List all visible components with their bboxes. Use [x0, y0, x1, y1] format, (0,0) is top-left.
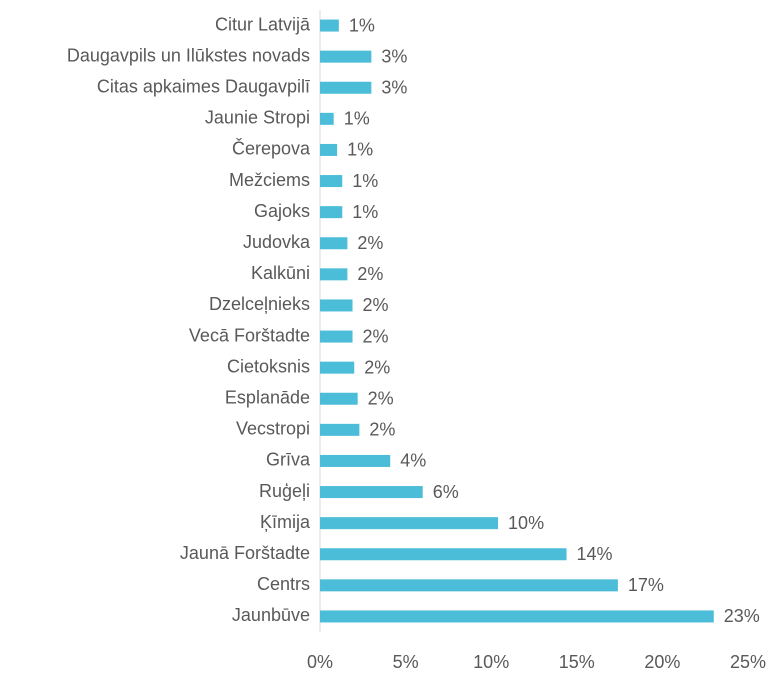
- value-label: 1%: [352, 171, 378, 191]
- y-tick-label: Ruģeļi: [259, 481, 310, 501]
- y-tick-label: Citas apkaimes Daugavpilī: [97, 77, 310, 97]
- bar: [320, 548, 567, 561]
- value-label: 23%: [724, 606, 760, 626]
- y-tick-label: Vecstropi: [236, 419, 310, 439]
- value-label: 2%: [357, 264, 383, 284]
- y-tick-label: Grīva: [266, 450, 311, 470]
- y-tick-label: Jaunā Forštadte: [180, 543, 310, 563]
- bar: [320, 206, 343, 219]
- y-tick-label: Esplanāde: [225, 388, 310, 408]
- bar: [320, 361, 355, 374]
- y-tick-label: Daugavpils un Ilūkstes novads: [67, 45, 310, 65]
- y-tick-label: Citur Latvijā: [215, 14, 311, 34]
- bar: [320, 19, 339, 32]
- x-tick-label: 0%: [307, 652, 333, 672]
- bar: [320, 517, 499, 530]
- y-tick-label: Jaunie Stropi: [205, 108, 310, 128]
- value-label: 17%: [628, 575, 664, 595]
- value-label: 14%: [577, 544, 613, 564]
- y-tick-label: Mežciems: [229, 170, 310, 190]
- value-label: 6%: [433, 482, 459, 502]
- bar: [320, 486, 423, 499]
- value-label: 2%: [368, 389, 394, 409]
- value-label: 2%: [363, 295, 389, 315]
- bar: [320, 423, 360, 436]
- bar: [320, 268, 348, 281]
- x-tick-label: 5%: [393, 652, 419, 672]
- y-tick-label: Čerepova: [232, 138, 311, 159]
- bar: [320, 454, 391, 467]
- value-label: 1%: [347, 140, 373, 160]
- y-tick-label: Centrs: [257, 574, 310, 594]
- bar: [320, 392, 358, 405]
- bar: [320, 81, 372, 94]
- bar: [320, 330, 353, 343]
- y-tick-label: Vecā Forštadte: [189, 325, 310, 345]
- value-label: 2%: [369, 420, 395, 440]
- x-tick-label: 15%: [559, 652, 595, 672]
- y-tick-label: Ķīmija: [260, 512, 311, 532]
- y-tick-label: Dzelceļnieks: [209, 294, 310, 314]
- value-label: 4%: [400, 451, 426, 471]
- value-label: 2%: [357, 233, 383, 253]
- bar: [320, 50, 372, 63]
- value-label: 2%: [363, 326, 389, 346]
- y-tick-label: Cietoksnis: [227, 356, 310, 376]
- value-label: 2%: [364, 357, 390, 377]
- value-label: 10%: [508, 513, 544, 533]
- x-tick-label: 20%: [644, 652, 680, 672]
- value-label: 1%: [344, 109, 370, 129]
- value-label: 3%: [381, 78, 407, 98]
- bar: [320, 579, 618, 592]
- bar: [320, 143, 338, 156]
- bar: [320, 175, 343, 188]
- y-tick-label: Kalkūni: [251, 263, 310, 283]
- bar: [320, 237, 348, 250]
- value-label: 3%: [381, 46, 407, 66]
- value-label: 1%: [352, 202, 378, 222]
- bar: [320, 112, 334, 125]
- y-tick-label: Judovka: [243, 232, 311, 252]
- bar: [320, 610, 714, 623]
- x-tick-label: 25%: [730, 652, 766, 672]
- value-label: 1%: [349, 15, 375, 35]
- bar: [320, 299, 353, 312]
- x-tick-label: 10%: [473, 652, 509, 672]
- y-tick-label: Jaunbūve: [232, 605, 310, 625]
- y-tick-label: Gajoks: [254, 201, 310, 221]
